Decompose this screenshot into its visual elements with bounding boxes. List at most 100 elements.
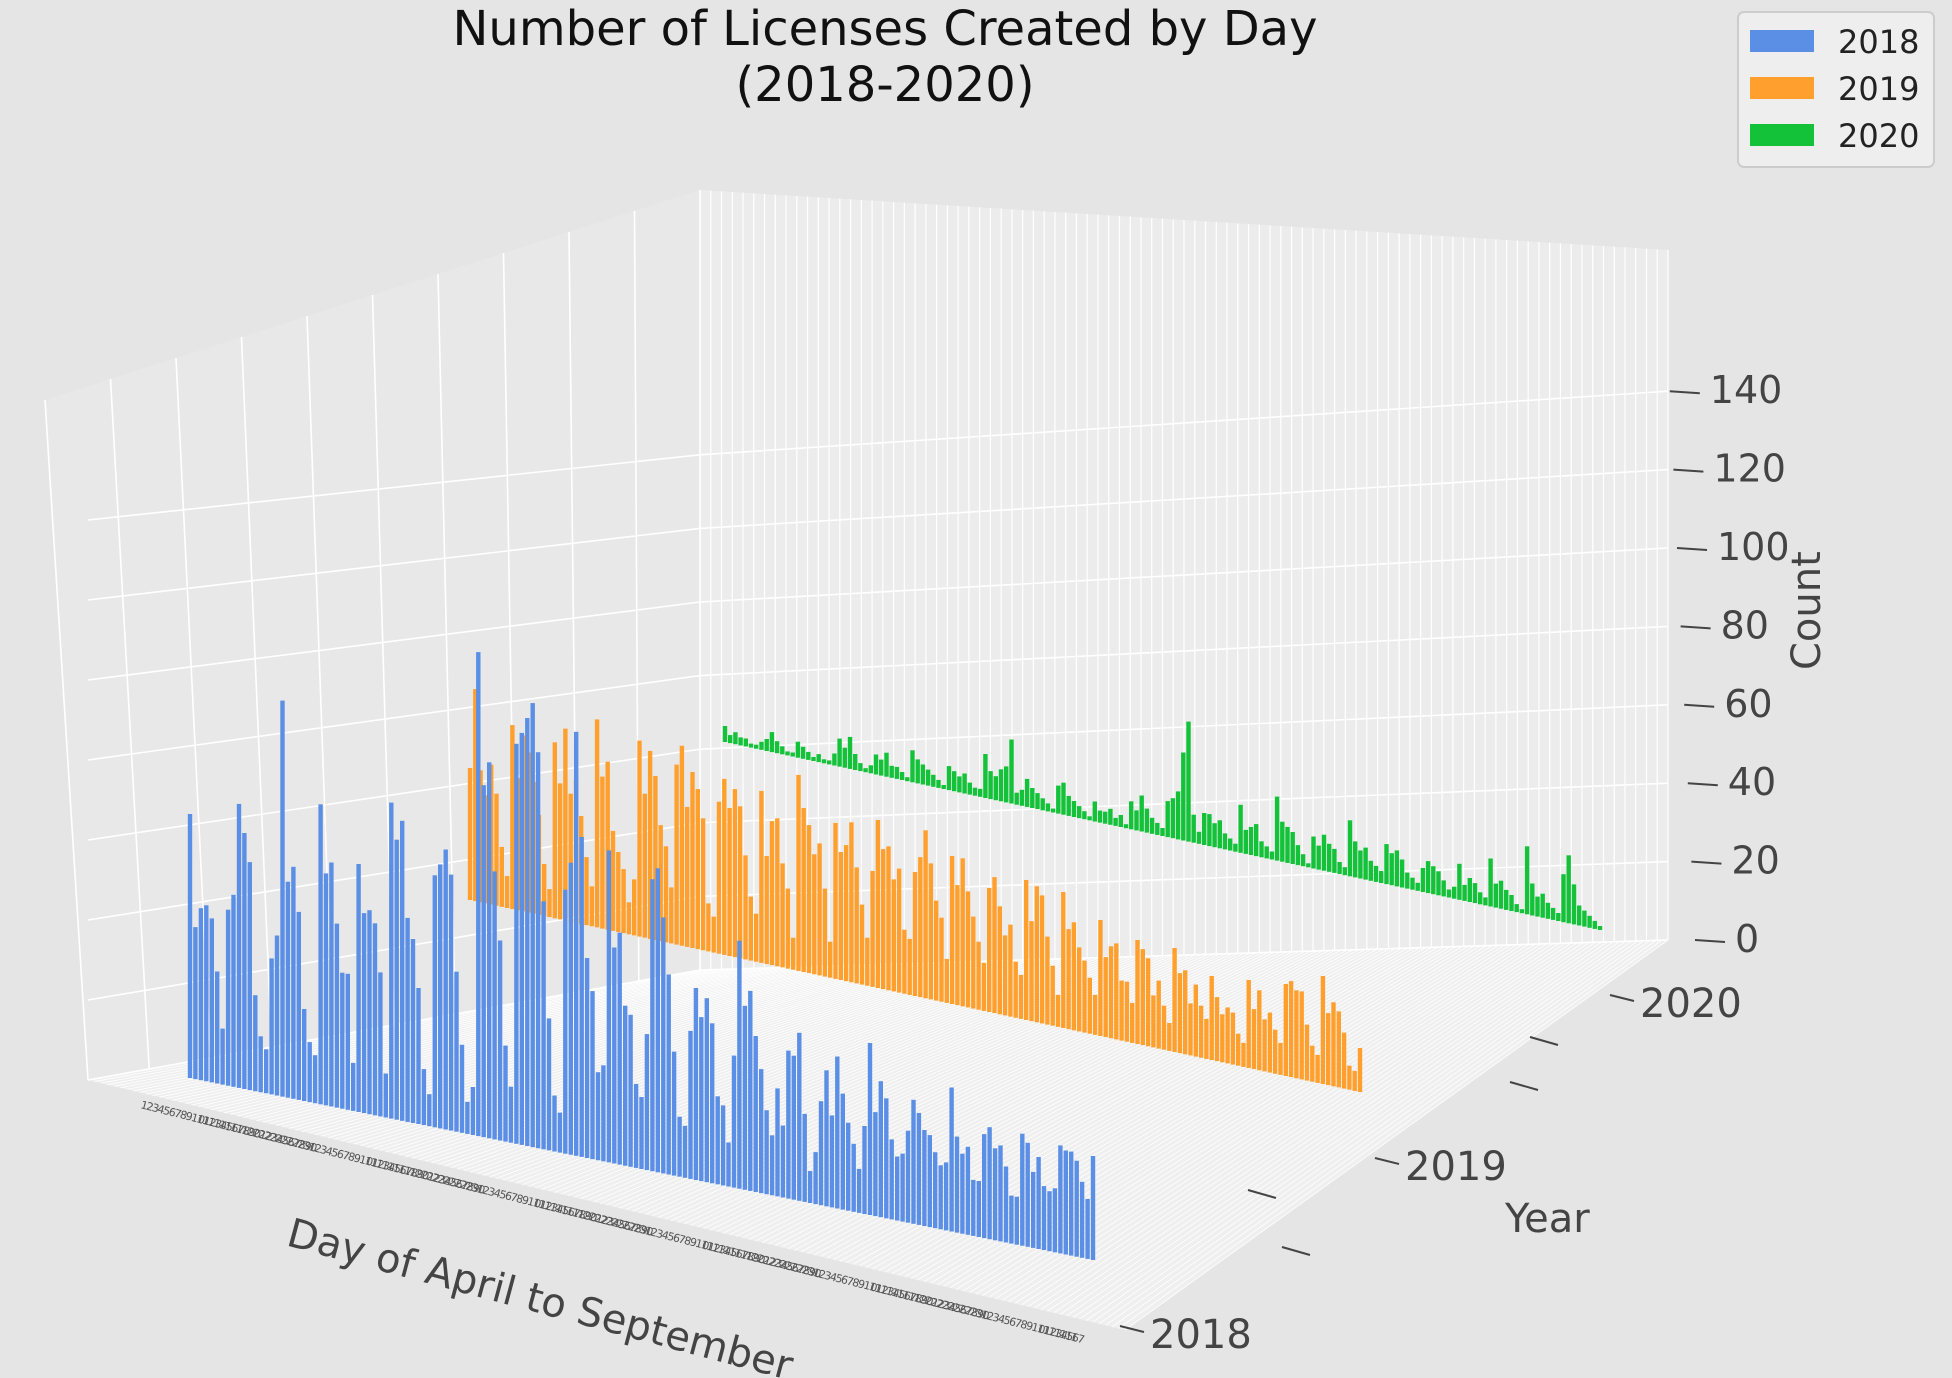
bar-2020-41 [931, 774, 936, 787]
bar-2019-32 [632, 879, 637, 936]
grid-line [761, 950, 1330, 1243]
z-tick-label: 60 [1724, 682, 1772, 726]
bar-2019-105 [1018, 974, 1024, 1019]
bar-2020-117 [1327, 843, 1332, 872]
bar-2020-26 [853, 754, 858, 770]
x-tick-label: 29 [968, 1305, 985, 1321]
bar-2020-144 [1467, 878, 1472, 902]
x-tick-label: 10 [358, 1153, 375, 1169]
grid-line [943, 944, 1499, 1287]
bar-2020-156 [1530, 883, 1535, 916]
bar-2020-126 [1373, 865, 1379, 882]
bar-2018-29 [340, 972, 345, 1109]
bar-2018-47 [438, 864, 443, 1129]
bar-2018-88 [661, 917, 666, 1174]
bar-2019-141 [1209, 976, 1214, 1060]
bar-2018-48 [443, 849, 448, 1130]
bar-2020-77 [1118, 815, 1123, 827]
z-tick-label: 40 [1728, 760, 1776, 804]
bar-2020-9 [764, 739, 769, 751]
bar-2020-155 [1524, 846, 1530, 915]
bar-2020-114 [1311, 836, 1316, 869]
x-tick-label: 14 [380, 1158, 397, 1174]
bar-2020-86 [1165, 801, 1170, 838]
x-tick-label: 12 [873, 1281, 890, 1297]
x-tick-label: 20 [246, 1125, 263, 1141]
x-tick-label: 9 [688, 1235, 698, 1249]
bar-2020-110 [1290, 832, 1295, 864]
x-tick-label: 24 [772, 1256, 789, 1272]
x-tick-label: 12 [369, 1156, 386, 1172]
bar-2020-29 [868, 765, 873, 774]
bar-2020-146 [1478, 892, 1483, 905]
bar-2020-69 [1077, 806, 1082, 819]
bar-2020-127 [1379, 871, 1384, 883]
bar-2018-101 [731, 1055, 737, 1188]
bar-2020-150 [1498, 880, 1504, 909]
bar-2018-148 [987, 1127, 992, 1240]
bar-2019-102 [1002, 935, 1008, 1016]
bar-2020-98 [1228, 838, 1233, 851]
grid-line [1053, 941, 1602, 1314]
bar-2018-75 [590, 991, 595, 1160]
x-tick-label: 7 [677, 1233, 687, 1247]
bar-2018-128 [878, 1081, 883, 1218]
bar-2020-78 [1123, 824, 1129, 829]
bar-2018-54 [476, 652, 481, 1137]
x-tick-label: 7 [173, 1107, 183, 1121]
x-tick-label: 16 [896, 1287, 913, 1303]
bar-2020-10 [769, 732, 775, 753]
grid-line [1047, 941, 1596, 1312]
bar-2018-41 [405, 917, 410, 1122]
bar-2020-70 [1082, 811, 1087, 820]
x-tick-label: 11 [531, 1196, 548, 1212]
bar-2020-42 [936, 779, 941, 788]
bar-2019-153 [1273, 1029, 1278, 1074]
grid-line [109, 378, 150, 1070]
bar-2020-50 [978, 788, 983, 797]
bar-2020-138 [1436, 871, 1441, 896]
bar-2018-150 [998, 1145, 1003, 1242]
bar-2018-130 [889, 1139, 894, 1220]
bar-2020-115 [1316, 845, 1321, 870]
bar-2020-17 [806, 751, 811, 760]
bar-2018-15 [264, 1049, 269, 1094]
bar-2019-59 [775, 818, 780, 967]
bar-2020-52 [988, 771, 993, 800]
z-tick-label: 100 [1717, 525, 1790, 569]
grid-line [87, 674, 701, 761]
legend-swatch-2019 [1750, 77, 1814, 99]
grid-line [87, 454, 701, 521]
bar-2018-80 [617, 932, 622, 1165]
bar-2020-145 [1472, 883, 1478, 904]
bar-2020-40 [925, 769, 931, 786]
grid-line [699, 547, 1669, 603]
x-tick-label: 5 [834, 1272, 844, 1286]
bar-2020-16 [800, 746, 806, 759]
bar-2018-117 [818, 1101, 824, 1206]
bar-2019-104 [1013, 961, 1018, 1018]
x-tick-label: 15 [386, 1160, 403, 1176]
x-tick-label: 7 [845, 1274, 855, 1288]
bar-2018-36 [378, 972, 383, 1117]
x-tick-label: 15 [554, 1202, 571, 1218]
x-tick-label: 19 [912, 1291, 929, 1307]
x-tick-label: 9 [1024, 1319, 1034, 1333]
bar-2019-90 [939, 917, 944, 1002]
bar-2019-20 [568, 793, 573, 922]
bar-2018-68 [552, 1095, 557, 1152]
bar-2020-84 [1155, 822, 1160, 835]
bar-2018-78 [606, 850, 612, 1163]
bar-2018-65 [535, 752, 541, 1149]
bar-2018-18 [280, 700, 285, 1097]
bar-2019-66 [812, 854, 817, 975]
grid-line [699, 860, 1669, 898]
bar-2018-79 [612, 947, 617, 1164]
bar-2018-102 [737, 940, 742, 1189]
bar-2018-113 [797, 1032, 802, 1201]
x-tick-label: 9 [856, 1277, 866, 1291]
x-tick-label: 1 [307, 1140, 317, 1154]
bar-2020-100 [1238, 804, 1243, 853]
x-tick-label: 14 [1052, 1326, 1069, 1342]
bar-2020-160 [1550, 907, 1556, 920]
